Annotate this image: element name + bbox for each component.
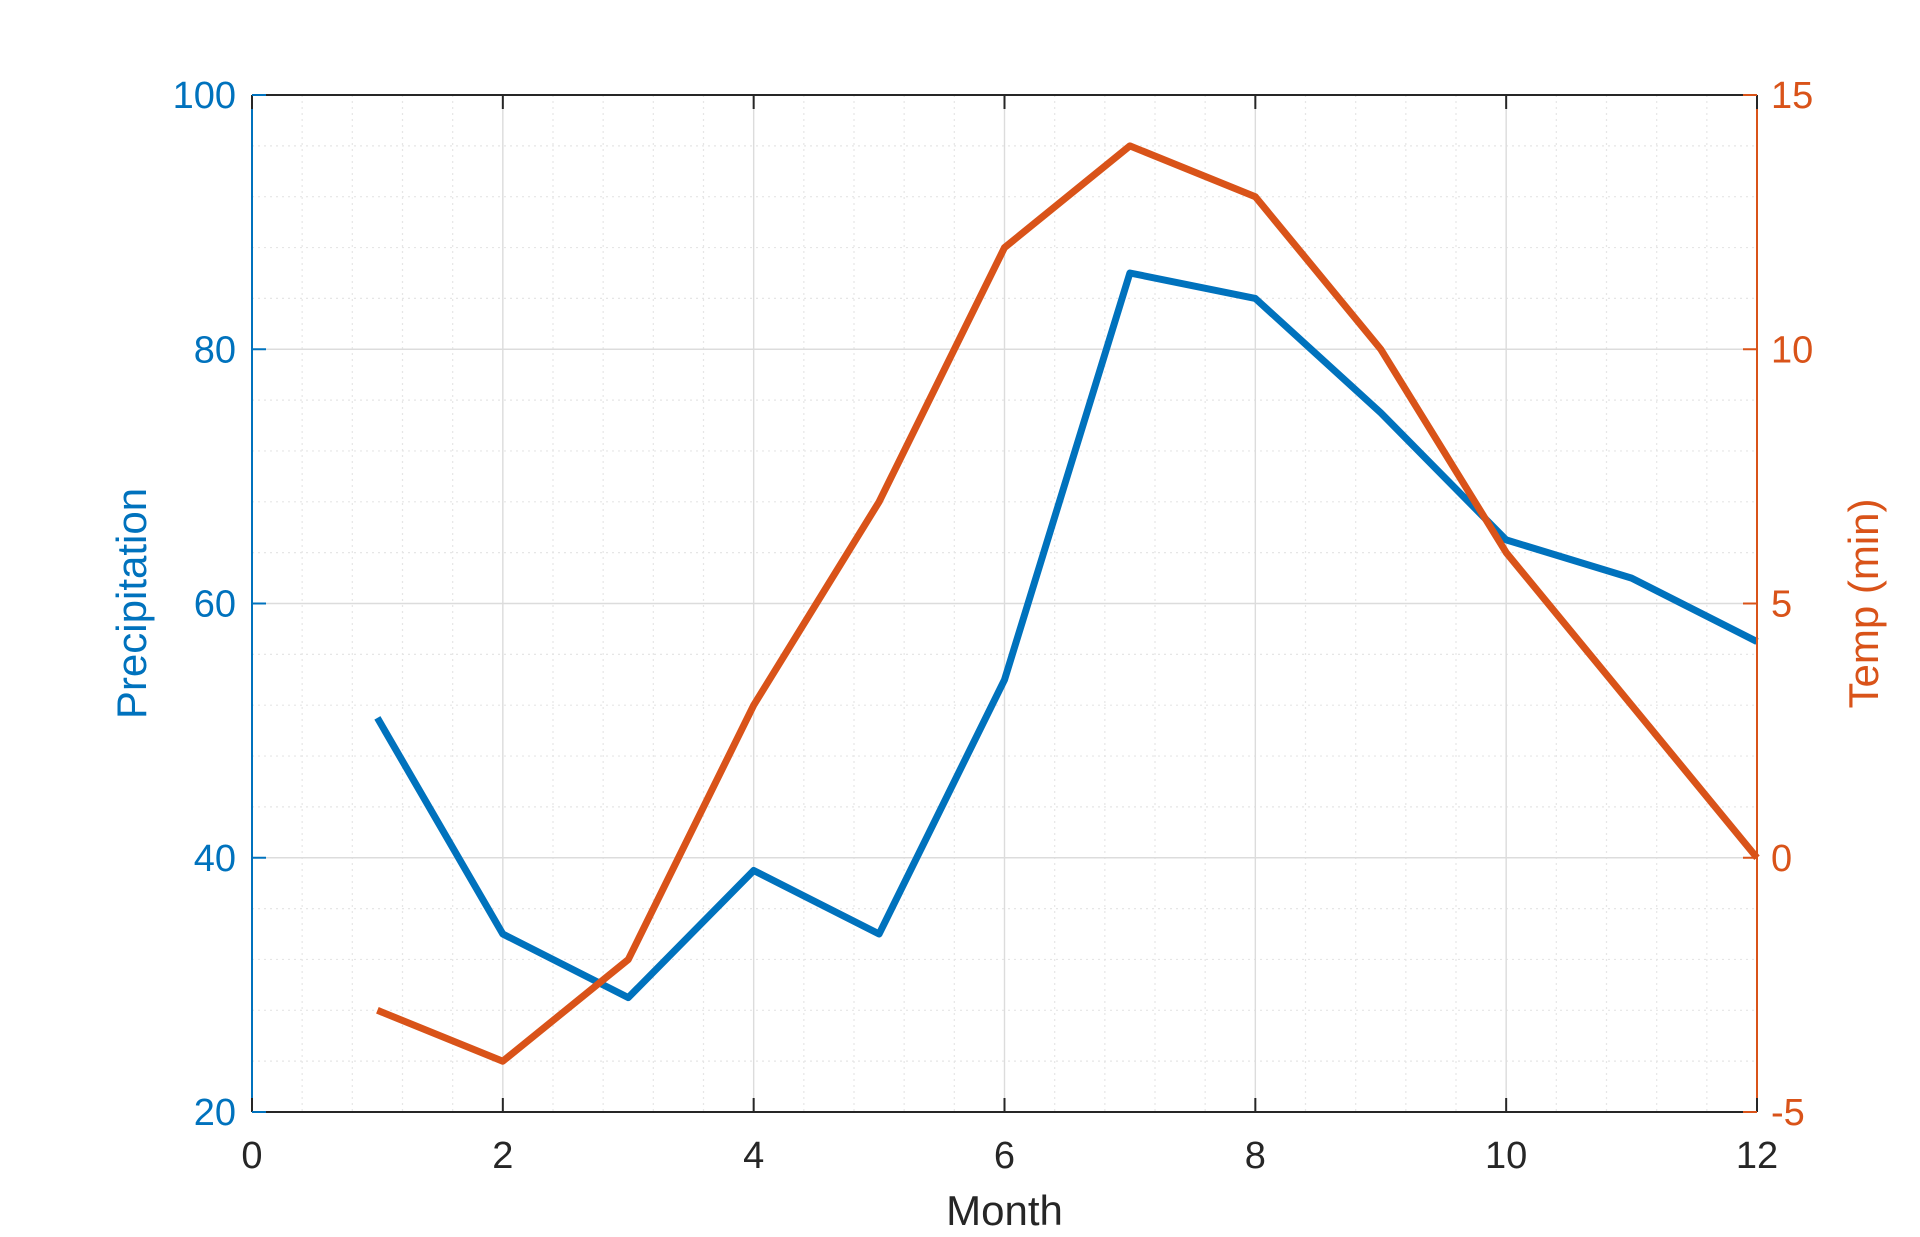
tick-layer: 0 2 4 6 8 10 12 20 40 60 80 100 -5 0 5 10 15 (173, 75, 1814, 1177)
left-y-tick-label: 80 (194, 329, 236, 371)
x-tick-label: 2 (492, 1135, 513, 1177)
series-layer (374, 142, 1760, 1065)
x-tick-label: 8 (1245, 1135, 1266, 1177)
left-y-tick-label: 20 (194, 1092, 236, 1134)
x-tick-label: 0 (241, 1135, 262, 1177)
left-y-tick-label: 60 (194, 584, 236, 626)
right-y-tick-label: 0 (1771, 838, 1792, 880)
right-y-tick-label: 15 (1771, 75, 1813, 117)
right-y-tick-label: 10 (1771, 329, 1813, 371)
series-line-left (374, 269, 1759, 1002)
x-axis-title: Month (946, 1187, 1063, 1234)
x-tick-label: 6 (994, 1135, 1015, 1177)
right-y-tick-label: 5 (1771, 584, 1792, 626)
left-y-tick-label: 40 (194, 838, 236, 880)
series-line-right (376, 142, 1760, 1065)
x-tick-label: 12 (1736, 1135, 1778, 1177)
x-tick-label: 10 (1485, 1135, 1527, 1177)
x-tick-label: 4 (743, 1135, 764, 1177)
right-y-axis-title: Temp (min) (1840, 498, 1887, 708)
left-y-axis-title: Precipitation (108, 488, 155, 719)
right-y-tick-label: -5 (1771, 1092, 1805, 1134)
left-y-tick-label: 100 (173, 75, 236, 117)
